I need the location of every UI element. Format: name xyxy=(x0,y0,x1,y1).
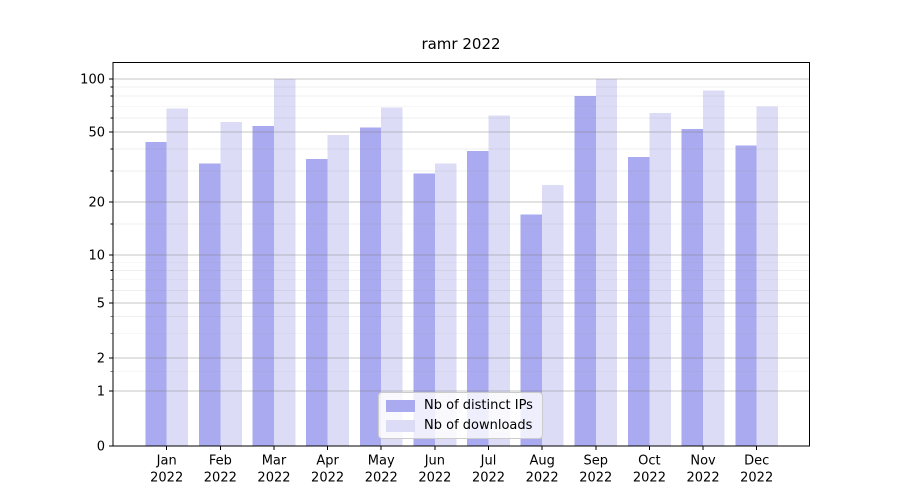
bar-feb-distinct-ips xyxy=(198,163,221,446)
legend-swatch-distinct-ips-icon xyxy=(386,399,415,412)
y-tick-label: 20 xyxy=(88,196,105,211)
bar-dec-distinct-ips xyxy=(735,145,757,447)
x-tick-label-month: Aug xyxy=(529,454,554,469)
y-tick-label: 10 xyxy=(88,249,105,264)
legend-entry-distinct-ips: Nb of distinct IPs xyxy=(386,398,533,413)
x-tick-label-year: 2022 xyxy=(472,471,505,486)
bar-aug-distinct-ips xyxy=(520,214,543,446)
bar-may-downloads xyxy=(381,107,403,446)
legend-label-distinct-ips: Nb of distinct IPs xyxy=(424,398,533,413)
x-tick-label-month: Nov xyxy=(690,454,716,469)
x-tick-label-year: 2022 xyxy=(365,471,398,486)
bar-may-distinct-ips xyxy=(359,127,382,447)
x-tick-label-year: 2022 xyxy=(418,471,451,486)
bar-jun-distinct-ips xyxy=(413,173,435,446)
y-tick-label: 0 xyxy=(97,440,105,455)
x-tick-label-month: Jan xyxy=(156,454,177,469)
legend-swatch-downloads-icon xyxy=(386,419,415,432)
x-tick-label-month: May xyxy=(368,454,395,469)
y-tick-label: 50 xyxy=(88,126,105,141)
bar-jul-downloads xyxy=(488,115,510,446)
bar-jan-distinct-ips xyxy=(145,141,167,447)
x-tick-label-month: Oct xyxy=(638,454,660,469)
bar-nov-downloads xyxy=(703,90,725,446)
x-tick-label-year: 2022 xyxy=(633,471,666,486)
x-tick-label-year: 2022 xyxy=(687,471,720,486)
bar-apr-downloads xyxy=(327,135,350,446)
y-tick-label: 5 xyxy=(97,297,105,312)
chart-title: ramr 2022 xyxy=(421,35,501,53)
bar-dec-downloads xyxy=(756,106,779,447)
x-tick-label-year: 2022 xyxy=(257,471,290,486)
x-tick-label-month: Feb xyxy=(209,454,232,469)
bar-sep-distinct-ips xyxy=(574,96,596,446)
x-tick-label-year: 2022 xyxy=(579,471,612,486)
x-tick-label-year: 2022 xyxy=(204,471,237,486)
x-tick-label-year: 2022 xyxy=(526,471,559,486)
x-tick-label-month: Mar xyxy=(262,454,287,469)
y-tick-label: 100 xyxy=(80,73,105,88)
x-tick-label-year: 2022 xyxy=(740,471,773,486)
x-tick-label-month: Apr xyxy=(316,454,339,469)
x-tick-label-month: Jul xyxy=(480,454,497,469)
bar-nov-distinct-ips xyxy=(681,129,704,446)
y-tick-label: 1 xyxy=(97,385,105,400)
bar-mar-distinct-ips xyxy=(252,126,274,446)
legend: Nb of distinct IPs Nb of downloads xyxy=(378,392,543,439)
x-tick-label-month: Jun xyxy=(424,454,445,469)
x-tick-label-year: 2022 xyxy=(150,471,183,486)
bar-jan-downloads xyxy=(166,108,189,447)
bar-feb-downloads xyxy=(220,121,242,447)
bar-sep-downloads xyxy=(595,79,618,446)
bar-jul-distinct-ips xyxy=(467,150,489,446)
x-tick-label-month: Dec xyxy=(744,454,769,469)
bar-mar-downloads xyxy=(273,79,296,446)
legend-entry-downloads: Nb of downloads xyxy=(386,418,533,433)
x-tick-label-month: Sep xyxy=(584,454,609,469)
x-tick-label-year: 2022 xyxy=(311,471,344,486)
bar-apr-distinct-ips xyxy=(306,159,328,446)
plot-border xyxy=(112,62,810,447)
y-tick-label: 2 xyxy=(97,352,105,367)
bar-oct-distinct-ips xyxy=(627,157,650,446)
bar-jun-downloads xyxy=(434,163,457,446)
legend-label-downloads: Nb of downloads xyxy=(424,418,533,433)
bar-oct-downloads xyxy=(649,113,671,446)
bar-aug-downloads xyxy=(542,184,564,447)
